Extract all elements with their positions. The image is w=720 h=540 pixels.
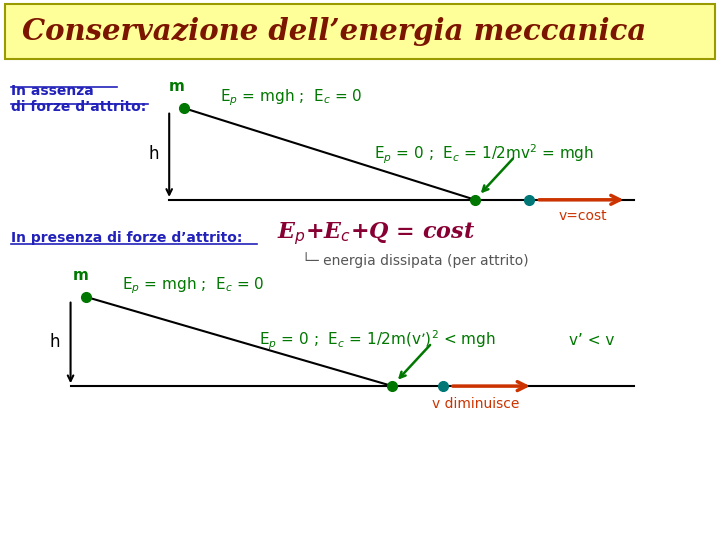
Text: m: m: [73, 268, 89, 284]
Text: Conservazione dell’energia meccanica: Conservazione dell’energia meccanica: [22, 17, 646, 46]
Text: v=cost: v=cost: [559, 210, 608, 224]
Text: E$_p$ = mgh ;  E$_c$ = 0: E$_p$ = mgh ; E$_c$ = 0: [122, 276, 265, 296]
Text: In presenza di forze d’attrito:: In presenza di forze d’attrito:: [11, 231, 242, 245]
Text: di forze d’attrito:: di forze d’attrito:: [11, 100, 146, 114]
Text: E$_p$ = 0 ;  E$_c$ = 1/2m(v’)$^2$ < mgh: E$_p$ = 0 ; E$_c$ = 1/2m(v’)$^2$ < mgh: [259, 328, 496, 352]
Text: In assenza: In assenza: [11, 84, 94, 98]
Text: m: m: [168, 79, 184, 94]
Text: └─ energia dissipata (per attrito): └─ energia dissipata (per attrito): [302, 252, 529, 268]
FancyBboxPatch shape: [5, 4, 715, 59]
Text: h: h: [50, 333, 60, 350]
Text: v’ < v: v’ < v: [569, 333, 614, 348]
Text: h: h: [148, 145, 158, 163]
Text: E$_p$ = mgh ;  E$_c$ = 0: E$_p$ = mgh ; E$_c$ = 0: [220, 87, 362, 107]
Text: E$_p$+E$_c$+Q = cost: E$_p$+E$_c$+Q = cost: [277, 220, 475, 247]
Text: E$_p$ = 0 ;  E$_c$ = 1/2mv$^2$ = mgh: E$_p$ = 0 ; E$_c$ = 1/2mv$^2$ = mgh: [374, 142, 594, 166]
Text: v diminuisce: v diminuisce: [431, 397, 519, 411]
